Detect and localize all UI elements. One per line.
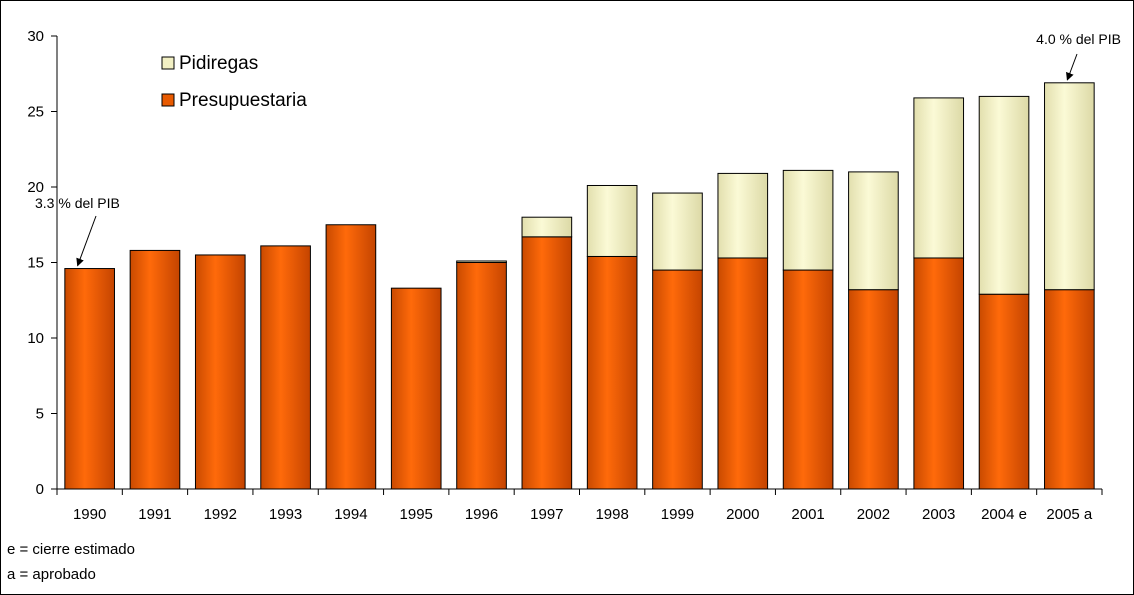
annotation-arrow [1066, 53, 1078, 81]
x-tick-label: 1993 [269, 506, 302, 523]
bar-pidiregas-2004-e [978, 95, 1030, 295]
legend-swatch-pidiregas [161, 56, 175, 70]
y-tick-label: 5 [36, 406, 44, 423]
bar-presupuestaria-2002 [848, 289, 899, 490]
y-tick-label: 10 [27, 330, 44, 347]
legend-swatch-presupuestaria [161, 93, 175, 107]
bar-presupuestaria-1991 [129, 249, 181, 490]
y-tick-label: 30 [27, 28, 44, 45]
bar-presupuestaria-1995 [390, 287, 442, 490]
footnote-estimated: e = cierre estimado [7, 541, 135, 558]
x-tick-label: 1996 [465, 506, 498, 523]
bar-pidiregas-2001 [782, 169, 834, 271]
bar-presupuestaria-1997 [521, 236, 573, 490]
y-tick-label: 20 [27, 179, 44, 196]
bar-pidiregas-1999 [652, 192, 703, 271]
bar-pidiregas-2002 [848, 171, 899, 291]
legend-label-presupuestaria: Presupuestaria [179, 90, 307, 111]
footnote-approved: a = aprobado [7, 566, 96, 583]
bar-pidiregas-1997 [521, 216, 573, 238]
bar-presupuestaria-2001 [782, 269, 834, 490]
bar-pidiregas-1998 [586, 184, 638, 257]
bar-presupuestaria-2000 [717, 257, 769, 490]
x-tick-label: 1995 [400, 506, 433, 523]
bar-presupuestaria-2005-a [1044, 289, 1095, 490]
x-tick-label: 1999 [661, 506, 694, 523]
x-tick-label: 2003 [922, 506, 955, 523]
x-tick-label: 1991 [138, 506, 171, 523]
x-tick-label: 1990 [73, 506, 106, 523]
bar-pidiregas-1996 [456, 260, 507, 263]
x-tick-label: 2005 a [1046, 506, 1093, 523]
bar-presupuestaria-1999 [652, 269, 703, 490]
legend-label-pidiregas: Pidiregas [179, 53, 258, 74]
annotation-label: 3.3 % del PIB [35, 195, 120, 211]
x-tick-label: 2002 [857, 506, 890, 523]
x-tick-label: 2000 [726, 506, 759, 523]
bar-presupuestaria-1993 [260, 245, 311, 490]
annotation-arrow [76, 215, 97, 267]
bar-presupuestaria-1998 [586, 255, 638, 490]
x-tick-label: 1994 [334, 506, 367, 523]
bar-presupuestaria-1992 [194, 254, 246, 490]
bar-pidiregas-2003 [913, 97, 965, 259]
bar-pidiregas-2000 [717, 172, 769, 259]
y-tick-label: 0 [36, 481, 44, 498]
bar-presupuestaria-2004-e [978, 293, 1030, 490]
y-tick-label: 25 [27, 104, 44, 121]
y-tick-label: 15 [27, 255, 44, 272]
x-tick-label: 1992 [204, 506, 237, 523]
bar-presupuestaria-1996 [456, 262, 507, 490]
x-tick-label: 1997 [530, 506, 563, 523]
x-tick-label: 2001 [791, 506, 824, 523]
annotation-label: 4.0 % del PIB [1036, 31, 1121, 47]
x-tick-label: 2004 e [981, 506, 1027, 523]
bar-pidiregas-2005-a [1044, 82, 1095, 291]
bar-presupuestaria-1990 [64, 268, 115, 490]
x-tick-label: 1998 [595, 506, 628, 523]
bar-presupuestaria-1994 [325, 224, 377, 490]
bar-presupuestaria-2003 [913, 257, 965, 490]
